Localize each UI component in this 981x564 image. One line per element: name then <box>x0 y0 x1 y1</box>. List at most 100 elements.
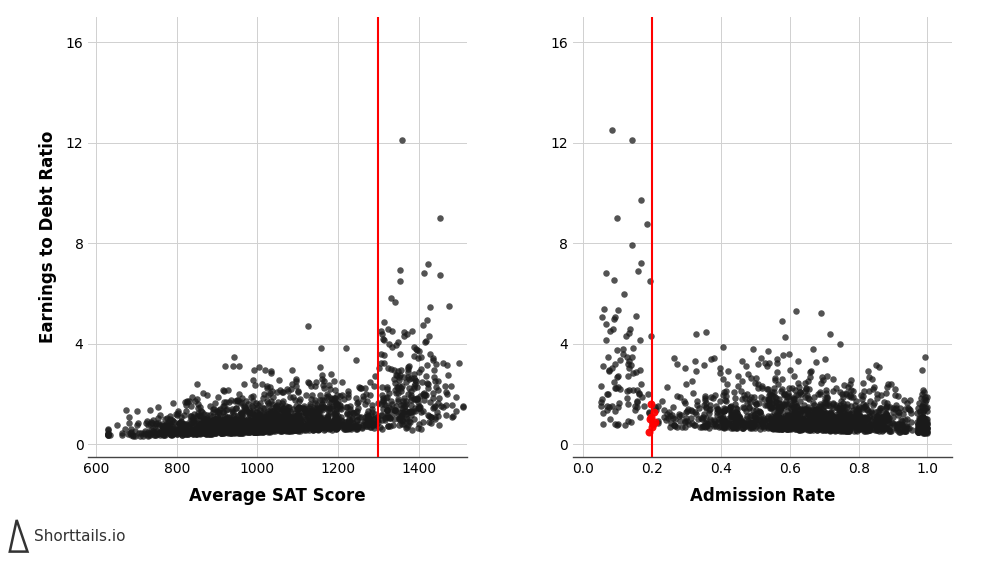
Point <box>759 417 775 426</box>
Point <box>331 416 346 425</box>
Point <box>167 428 182 437</box>
Point <box>397 399 413 408</box>
Point <box>254 380 270 389</box>
Point <box>303 418 319 427</box>
Point <box>351 413 367 422</box>
Point <box>267 408 283 417</box>
Point <box>760 346 776 355</box>
Point <box>347 420 363 429</box>
Point <box>833 397 849 406</box>
Point <box>835 402 851 411</box>
Point <box>594 381 609 390</box>
Point <box>192 418 208 428</box>
Point <box>197 415 213 424</box>
Point <box>874 424 890 433</box>
Point <box>869 412 885 421</box>
Point <box>171 428 186 437</box>
Point <box>203 424 219 433</box>
Point <box>708 402 724 411</box>
Point <box>248 416 264 425</box>
Point <box>832 387 848 396</box>
Point <box>825 386 841 395</box>
Point <box>709 408 725 417</box>
Point <box>917 422 933 431</box>
Point <box>745 344 760 353</box>
Point <box>837 412 852 421</box>
Point <box>893 421 908 430</box>
Point <box>862 397 878 406</box>
Point <box>227 426 242 435</box>
Point <box>800 424 816 433</box>
Point <box>401 374 417 384</box>
Point <box>222 419 237 428</box>
Point <box>768 424 784 433</box>
Point <box>311 425 327 434</box>
Point <box>222 420 237 429</box>
Point <box>197 417 213 426</box>
Point <box>205 426 221 435</box>
Point <box>688 330 703 339</box>
Point <box>813 402 829 411</box>
Point <box>856 424 872 433</box>
Point <box>790 423 805 432</box>
Point <box>629 402 645 411</box>
Point <box>221 425 236 434</box>
Point <box>273 416 288 425</box>
Point <box>642 408 657 417</box>
Point <box>873 413 889 422</box>
Point <box>366 419 382 428</box>
Point <box>884 380 900 389</box>
Point <box>302 402 318 411</box>
Point <box>430 377 445 386</box>
Point <box>380 385 395 394</box>
Point <box>633 258 648 267</box>
Point <box>859 404 875 413</box>
Point <box>207 428 223 437</box>
Point <box>879 402 895 411</box>
Point <box>357 413 373 422</box>
Point <box>814 423 830 432</box>
Point <box>794 425 809 434</box>
Point <box>694 413 709 422</box>
Point <box>285 412 301 421</box>
Point <box>328 421 343 430</box>
Point <box>334 420 349 429</box>
Point <box>270 424 285 433</box>
Point <box>744 421 759 430</box>
Point <box>767 415 783 424</box>
Point <box>320 406 336 415</box>
Point <box>258 425 274 434</box>
Point <box>629 312 645 321</box>
Point <box>235 419 251 428</box>
Point <box>717 395 733 404</box>
Point <box>315 401 331 410</box>
Point <box>312 395 328 404</box>
Point <box>781 384 797 393</box>
Point <box>383 293 398 302</box>
Point <box>919 392 935 401</box>
Point <box>769 418 785 428</box>
Point <box>243 422 259 431</box>
Point <box>164 427 180 436</box>
Point <box>178 400 193 409</box>
Point <box>810 423 826 432</box>
Point <box>790 409 805 418</box>
Point <box>162 411 178 420</box>
Point <box>811 406 827 415</box>
Point <box>738 362 753 371</box>
Point <box>700 420 716 429</box>
Point <box>728 414 744 423</box>
Point <box>246 411 262 420</box>
Point <box>242 418 258 427</box>
Point <box>240 417 256 426</box>
Point <box>204 426 220 435</box>
Point <box>157 421 173 430</box>
Point <box>604 126 620 135</box>
Point <box>161 425 177 434</box>
Point <box>795 417 810 426</box>
Point <box>403 386 419 395</box>
Point <box>911 413 927 422</box>
Point <box>805 409 821 418</box>
Point <box>847 421 862 430</box>
Point <box>895 409 910 418</box>
